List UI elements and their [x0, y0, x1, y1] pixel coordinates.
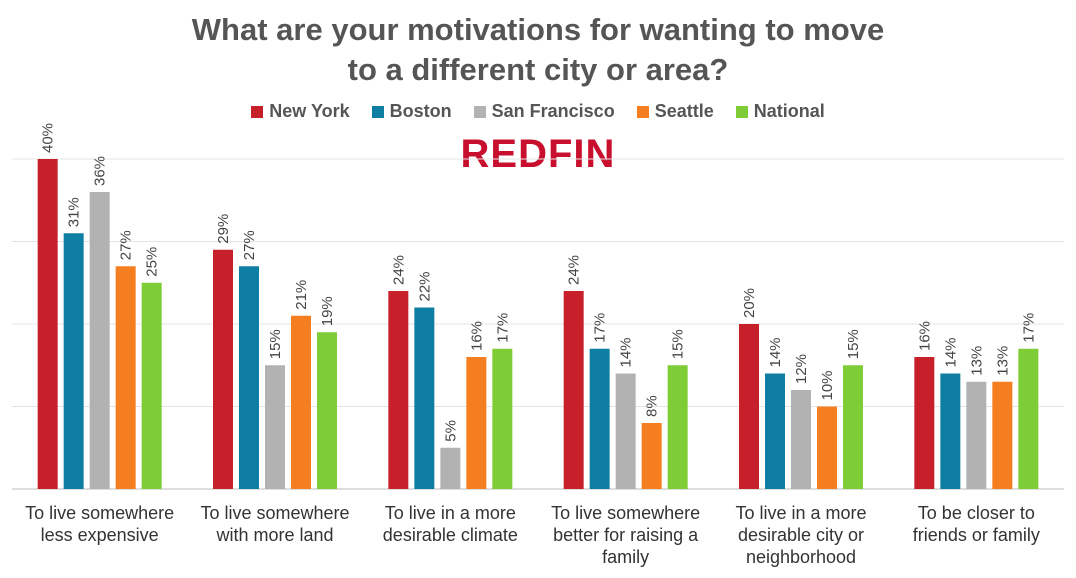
category-label: better for raising a	[553, 525, 699, 545]
legend-swatch	[251, 105, 264, 118]
bar-national	[1018, 348, 1039, 489]
redfin-logo: REDFIN	[460, 132, 616, 176]
bar-boston	[239, 266, 259, 489]
data-label: 24%	[390, 255, 407, 285]
bar-national	[843, 365, 863, 489]
bar-san-francisco	[615, 373, 636, 489]
legend-item-national: National	[735, 101, 825, 122]
bar-new-york	[739, 324, 759, 489]
bar-boston	[63, 233, 84, 489]
data-label: 24%	[566, 255, 583, 285]
data-label: 15%	[267, 329, 284, 359]
data-label: 17%	[494, 313, 511, 343]
bar-national	[317, 332, 337, 489]
category-label: neighborhood	[746, 547, 856, 567]
bar-san-francisco	[265, 365, 285, 489]
data-label: 14%	[942, 337, 959, 367]
data-label: 17%	[592, 313, 609, 343]
legend-swatch	[636, 105, 649, 118]
category-label: less expensive	[41, 525, 159, 545]
data-label: 12%	[793, 354, 810, 384]
chart-legend: New York Boston San Francisco Seattle Nation…	[0, 101, 1076, 122]
category-label: To live somewhere	[25, 503, 174, 523]
category-label: with more land	[215, 525, 333, 545]
bar-boston	[765, 373, 785, 489]
data-label: 13%	[994, 346, 1011, 376]
data-label: 15%	[845, 329, 862, 359]
category-label: desirable city or	[738, 525, 864, 545]
data-label: 5%	[442, 420, 459, 442]
bar-boston	[940, 373, 961, 489]
data-label: 21%	[293, 280, 310, 310]
legend-item-boston: Boston	[371, 101, 452, 122]
legend-label: National	[753, 101, 825, 121]
legend-item-seattle: Seattle	[636, 101, 714, 122]
category-label: To live somewhere	[200, 503, 349, 523]
data-label: 16%	[916, 321, 933, 351]
data-label: 14%	[767, 337, 784, 367]
bar-new-york	[914, 357, 935, 489]
legend-label: Boston	[389, 101, 452, 121]
data-label: 31%	[66, 197, 83, 227]
bar-seattle	[466, 357, 487, 489]
category-label: desirable climate	[383, 525, 518, 545]
bar-national	[141, 282, 162, 489]
bar-national	[492, 348, 513, 489]
data-label: 25%	[144, 247, 161, 277]
bar-boston	[589, 348, 610, 489]
bar-boston	[414, 307, 435, 489]
chart-title-line-2: to a different city or area?	[347, 52, 729, 87]
bar-seattle	[817, 406, 837, 489]
bar-seattle	[641, 423, 662, 489]
bar-new-york	[388, 291, 409, 489]
legend-swatch	[371, 105, 384, 118]
category-label: family	[602, 547, 649, 567]
data-label: 20%	[741, 288, 758, 318]
data-label: 40%	[40, 123, 57, 153]
data-label: 15%	[670, 329, 687, 359]
data-label: 13%	[968, 346, 985, 376]
data-label: 17%	[1020, 313, 1037, 343]
data-label: 16%	[468, 321, 485, 351]
chart-title-line-1: What are your motivations for wanting to…	[191, 12, 885, 47]
bar-seattle	[992, 381, 1013, 489]
data-label: 14%	[618, 337, 635, 367]
chart-title: What are your motivations for wanting to…	[0, 10, 1076, 90]
bar-new-york	[563, 291, 584, 489]
legend-item-san-francisco: San Francisco	[473, 101, 615, 122]
bar-seattle	[291, 315, 311, 489]
data-label: 8%	[644, 395, 661, 417]
data-label: 29%	[215, 214, 232, 244]
bar-san-francisco	[791, 390, 811, 489]
data-label: 22%	[416, 271, 433, 301]
bar-new-york	[213, 249, 233, 489]
category-label: To live in a more	[735, 503, 866, 523]
legend-swatch	[473, 105, 486, 118]
data-label: 10%	[819, 370, 836, 400]
legend-swatch	[735, 105, 748, 118]
category-label: To live somewhere	[551, 503, 700, 523]
data-label: 27%	[118, 230, 135, 260]
category-label: friends or family	[913, 525, 1040, 545]
bar-san-francisco	[966, 381, 987, 489]
bar-seattle	[115, 266, 136, 489]
legend-label: San Francisco	[491, 101, 615, 121]
data-label: 27%	[241, 230, 258, 260]
legend-item-new-york: New York	[251, 101, 350, 122]
data-label: 19%	[319, 296, 336, 326]
data-label: 36%	[92, 156, 109, 186]
category-label: To be closer to	[918, 503, 1035, 523]
bar-san-francisco	[89, 192, 110, 489]
category-label: To live in a more	[385, 503, 516, 523]
legend-label: New York	[269, 101, 350, 121]
bar-new-york	[37, 159, 58, 489]
legend-label: Seattle	[654, 101, 714, 121]
bar-national	[667, 365, 688, 489]
bar-san-francisco	[440, 447, 461, 489]
